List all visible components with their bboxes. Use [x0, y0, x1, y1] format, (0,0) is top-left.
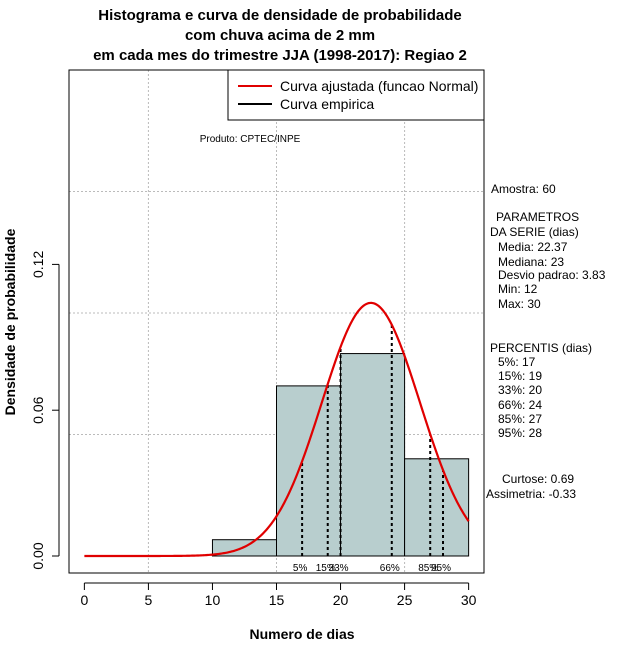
percentiles-title: PERCENTIS (dias): [490, 341, 593, 355]
stat-assimetria: Assimetria: -0.33: [486, 487, 577, 501]
y-axis-label: Densidade de probabilidade: [2, 228, 18, 415]
percentile-15: 15%: 19: [498, 369, 543, 383]
stat-media: Media: 22.37: [498, 240, 568, 254]
percentile-label: 66%: [380, 563, 400, 574]
sample-size: Amostra: 60: [491, 182, 556, 196]
x-tick-label: 20: [333, 592, 349, 608]
fitted-normal-curve: [84, 301, 470, 558]
x-tick-label: 25: [397, 592, 413, 608]
percentile-5: 5%: 17: [498, 355, 536, 369]
axes: 0 5 10 15 20 25 30 0.00 0.06 0.12: [30, 251, 477, 608]
fitted-curve-layer: [84, 301, 470, 558]
percentile-label: 33%: [329, 563, 349, 574]
percentile-66: 66%: 24: [498, 398, 543, 412]
x-tick-label: 10: [205, 592, 221, 608]
y-tick-label: 0.12: [30, 251, 46, 278]
chart-title: Histograma e curva de densidade de proba…: [0, 6, 560, 66]
histogram-bar: [404, 458, 470, 557]
x-tick-label: 30: [461, 592, 477, 608]
stat-desvio: Desvio padrao: 3.83: [498, 268, 606, 282]
x-tick-label: 0: [80, 592, 88, 608]
title-line-1: Histograma e curva de densidade de proba…: [98, 7, 462, 24]
percentile-markers: 5% 15%33% 66% 85%95%: [293, 324, 451, 574]
legend-fitted-label: Curva ajustada (funcao Normal): [280, 78, 478, 94]
percentile-85: 85%: 27: [498, 412, 543, 426]
x-tick-label: 5: [145, 592, 153, 608]
legend-empirical-label: Curva empirica: [280, 96, 374, 112]
percentile-33: 33%: 20: [498, 383, 543, 397]
histogram-bar: [340, 353, 406, 557]
params-title-2: DA SERIE (dias): [490, 225, 579, 239]
title-line-2: com chuva acima de 2 mm: [184, 27, 376, 44]
histogram-bar: [276, 385, 342, 557]
percentile-label: 5%: [293, 563, 308, 574]
percentile-label: 95%: [431, 563, 451, 574]
x-tick-label: 15: [269, 592, 285, 608]
y-tick-label: 0.00: [30, 542, 46, 569]
legend: Curva ajustada (funcao Normal) Curva emp…: [227, 69, 485, 121]
percentile-label: 85%: [418, 563, 438, 574]
histogram-bars: [211, 353, 470, 557]
x-axis-label: Numero de dias: [249, 626, 354, 642]
grid: [69, 70, 484, 573]
stat-mediana: Mediana: 23: [498, 255, 565, 269]
legend-box: [227, 69, 485, 121]
stat-max: Max: 30: [498, 297, 541, 311]
stat-curtose: Curtose: 0.69: [502, 472, 575, 486]
params-title-1: PARAMETROS: [496, 210, 580, 224]
percentile-95: 95%: 28: [498, 426, 543, 440]
product-label: Produto: CPTEC/INPE: [200, 134, 301, 145]
y-tick-label: 0.06: [30, 396, 46, 423]
title-line-3: em cada mes do trimestre JJA (1998-2017)…: [93, 47, 467, 64]
stat-min: Min: 12: [498, 282, 538, 296]
percentile-label: 15%: [316, 563, 336, 574]
